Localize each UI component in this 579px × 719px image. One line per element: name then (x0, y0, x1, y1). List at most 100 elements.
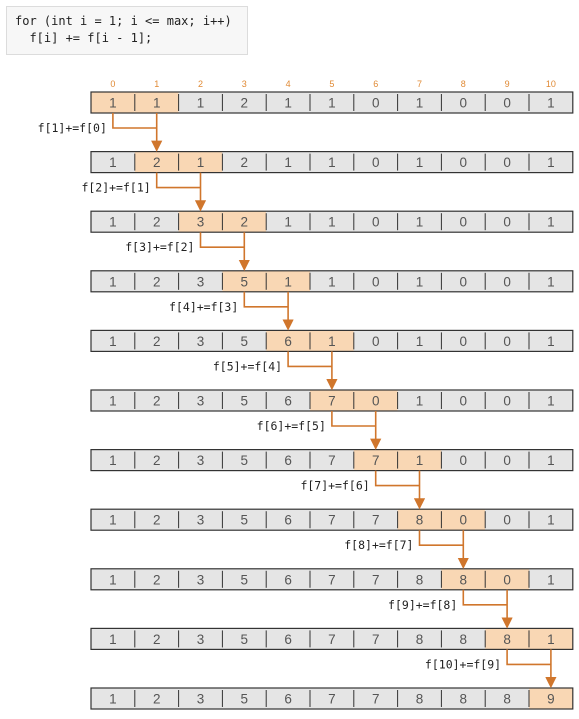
array-cell (134, 270, 179, 292)
array-row: 1 2 3 5 6 1 0 1 0 0 1 (90, 329, 574, 352)
cell-value: 1 (547, 394, 555, 409)
cell-value: 8 (460, 632, 468, 647)
array-cell (134, 390, 179, 411)
cell-value: 1 (328, 334, 336, 349)
highlighted-cell (397, 509, 442, 531)
array-cell (529, 509, 573, 531)
cell-value: 8 (416, 572, 424, 587)
update-step: f[9]+=f[8] (388, 589, 513, 629)
cell-value: 2 (153, 513, 161, 528)
array-cell (310, 688, 354, 709)
cell-value: 3 (197, 513, 205, 528)
cell-value: 5 (241, 453, 249, 468)
cell-value: 3 (197, 453, 205, 468)
cell-value: 1 (197, 155, 205, 170)
cell-value: 7 (328, 513, 336, 528)
cell-value: 0 (460, 334, 468, 349)
cell-value: 2 (153, 334, 161, 349)
array-cell (441, 211, 486, 233)
highlighted-cell (353, 449, 398, 471)
update-step: f[2]+=f[1] (81, 172, 207, 212)
cell-value: 0 (372, 274, 380, 289)
cell-value: 6 (284, 513, 292, 528)
array-cell (485, 688, 529, 709)
highlighted-cell (222, 211, 267, 233)
index-label: 8 (461, 79, 466, 89)
array-cell (397, 628, 442, 650)
array-cell (134, 568, 179, 590)
cell-value: 1 (547, 572, 555, 587)
array-cell (485, 270, 529, 292)
array-cell (222, 330, 267, 352)
array-cell (353, 568, 398, 590)
cell-value: 0 (503, 274, 511, 289)
index-row: 0 1 2 3 4 5 6 7 8 9 10 (110, 79, 556, 89)
cell-value: 1 (328, 274, 336, 289)
array-cell (529, 270, 573, 292)
array-cell (485, 151, 529, 173)
highlighted-cell (134, 92, 179, 113)
array-border (90, 91, 574, 114)
array-cell (266, 688, 310, 709)
array-cell (353, 628, 398, 650)
highlighted-cell (91, 92, 135, 113)
array-cell (222, 151, 267, 173)
connector-line (331, 411, 376, 427)
array-cell (397, 211, 442, 233)
array-cell (222, 628, 267, 650)
cell-value: 3 (197, 632, 205, 647)
array-row: 1 1 1 2 1 1 0 1 0 0 1 (90, 91, 574, 114)
cell-value: 2 (153, 572, 161, 587)
cell-value: 1 (547, 274, 555, 289)
cell-value: 1 (547, 96, 555, 111)
array-border (90, 687, 574, 710)
cell-value: 0 (460, 274, 468, 289)
array-cell (485, 509, 529, 531)
array-cell (485, 330, 529, 352)
cell-value: 0 (460, 215, 468, 230)
cell-value: 2 (153, 215, 161, 230)
cell-value: 0 (372, 215, 380, 230)
step-label: f[8]+=f[7] (344, 538, 413, 552)
cell-value: 1 (547, 513, 555, 528)
array-cell (485, 211, 529, 233)
update-step: f[5]+=f[4] (213, 351, 338, 391)
index-label: 9 (505, 79, 510, 89)
cell-value: 5 (241, 274, 249, 289)
array-border (90, 508, 574, 531)
update-step: f[8]+=f[7] (344, 530, 469, 570)
step-label: f[1]+=f[0] (38, 121, 107, 135)
array-cell (222, 509, 267, 531)
update-step: f[1]+=f[0] (38, 113, 163, 152)
array-cell (529, 568, 573, 590)
cell-value: 1 (284, 274, 292, 289)
cell-value: 1 (109, 513, 117, 528)
cell-value: 0 (372, 155, 380, 170)
cell-value: 2 (241, 155, 249, 170)
array-cell (441, 390, 486, 411)
highlighted-cell (222, 270, 267, 292)
cell-value: 0 (503, 215, 511, 230)
array-row: 1 2 3 2 1 1 0 1 0 0 1 (90, 210, 574, 233)
array-row: 1 2 3 5 6 7 0 1 0 0 1 (90, 389, 574, 412)
cell-value: 0 (372, 96, 380, 111)
array-cell (397, 568, 442, 590)
array-cell (178, 688, 223, 709)
code-line: for (int i = 1; i <= max; i++) (15, 14, 232, 28)
connector-line (199, 232, 245, 248)
highlighted-cell (485, 628, 529, 650)
array-cell (397, 330, 442, 352)
array-cell (91, 568, 135, 590)
array-cell (397, 92, 442, 113)
code-snippet: for (int i = 1; i <= max; i++) f[i] += f… (6, 6, 248, 55)
connector-line (418, 530, 464, 546)
cell-value: 7 (372, 453, 380, 468)
array-cell (266, 211, 310, 233)
array-cell (266, 509, 310, 531)
array-cell (485, 449, 529, 471)
cell-value: 1 (547, 334, 555, 349)
array-cell (134, 628, 179, 650)
array-cell (134, 330, 179, 352)
cell-value: 1 (547, 632, 555, 647)
array-border (90, 210, 574, 233)
